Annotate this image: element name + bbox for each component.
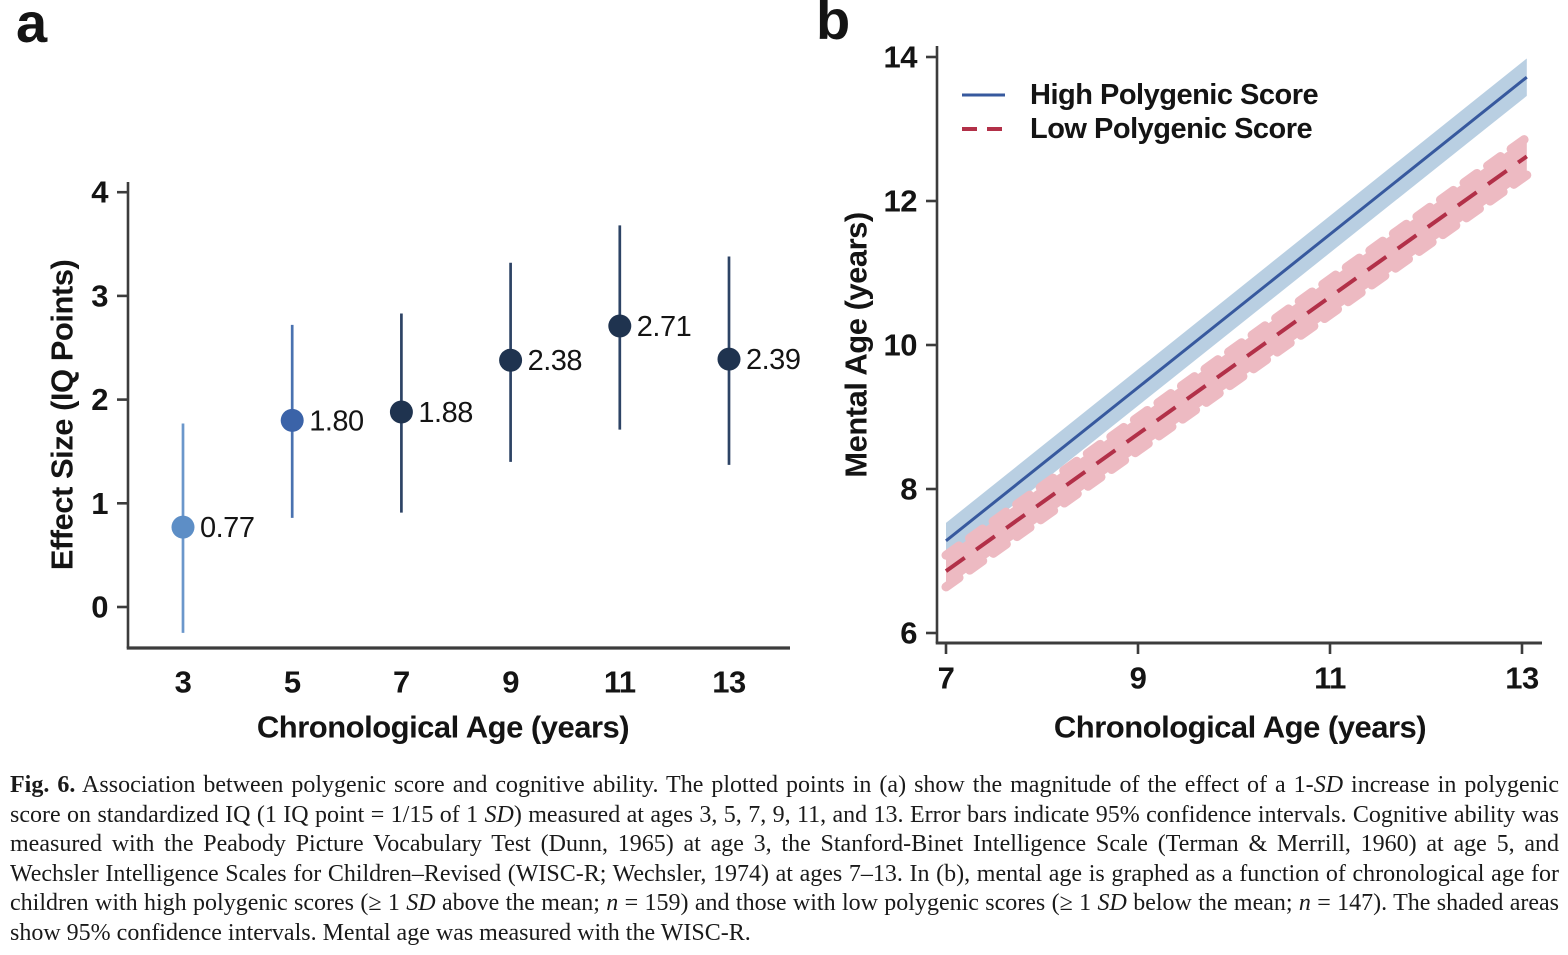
caption-segment: SD (1097, 890, 1127, 916)
series-line (945, 75, 1528, 543)
legend-label: High Polygenic Score (1030, 79, 1318, 111)
panel-b-x-tick-label: 11 (1314, 661, 1346, 696)
panel-b-x-tick-label: 13 (1505, 661, 1539, 696)
panel-b-y-tick-label: 12 (884, 184, 917, 219)
caption-segment: SD (484, 801, 514, 828)
panel-a-x-tick-label: 5 (284, 665, 301, 700)
panel-b-y-tick-label: 8 (900, 472, 917, 507)
data-point (171, 515, 195, 539)
data-point (608, 314, 632, 338)
confidence-band-edge (941, 133, 1532, 560)
panel-b-y-axis-title: Mental Age (years) (839, 212, 874, 478)
panel-a-x-tick-label: 3 (175, 665, 192, 700)
caption-segment: = 159) and those with low polygenic scor… (618, 890, 1098, 916)
data-point (499, 348, 523, 372)
data-point (389, 400, 413, 424)
panel-a-y-tick-label: 1 (91, 486, 108, 521)
figure-6: a b 0 1 2 3 4 3 5 7 9 11 13 Effect Size (IQ Points)… (16, 0, 1542, 745)
panel-b-x-tick-label: 7 (938, 661, 955, 696)
panel-b-y-tick-label: 10 (884, 328, 917, 363)
panel-a-x-tick-label: 7 (393, 665, 410, 700)
panel-a-y-tick-label: 2 (91, 382, 108, 417)
panel-a-x-tick-label: 9 (502, 665, 519, 700)
data-point-label: 2.38 (528, 345, 582, 377)
data-point-label: 1.80 (309, 405, 363, 437)
data-point (280, 408, 304, 432)
caption-segment: n (606, 890, 619, 916)
data-point-label: 2.71 (637, 311, 691, 343)
caption-segment: Association between polygenic score and … (75, 772, 1314, 798)
panel-a-x-tick-label: 11 (604, 665, 636, 700)
data-point (717, 347, 741, 371)
panel-a-y-tick-label: 0 (91, 590, 108, 625)
panel-a-y-tick-label: 3 (91, 278, 108, 313)
panel-b-chart: 6 8 10 12 14 7 9 11 13 Mental Age (years) Chronolo… (839, 40, 1542, 745)
caption-segment: ) measured at ages 3, 5, 7, 9, 11, and 1… (10, 801, 1559, 917)
caption-segment: below the mean; (1126, 890, 1299, 916)
panel-a-y-axis-title: Effect Size (IQ Points) (45, 260, 80, 571)
caption-segment: SD (1313, 772, 1344, 798)
panel-b-x-tick-label: 9 (1130, 661, 1147, 696)
panel-b-y-tick-label: 6 (900, 616, 917, 651)
data-point-label: 1.88 (418, 397, 472, 429)
panel-a-x-tick-label: 13 (712, 665, 746, 700)
panel-b-y-tick-label: 14 (884, 40, 919, 75)
caption-segment: SD (406, 890, 436, 916)
caption-segment: Fig. 6. (10, 772, 76, 798)
series-line (944, 154, 1528, 573)
legend-label: Low Polygenic Score (1030, 113, 1313, 145)
caption-segment: n (1298, 890, 1311, 916)
figure-caption: Fig. 6. Association between polygenic sc… (10, 771, 1559, 948)
panel-b-label: b (816, 0, 850, 51)
caption-segment: increase in polygenic score on standardi… (10, 772, 1560, 828)
confidence-band (946, 137, 1527, 587)
panel-a-y-tick-label: 4 (91, 175, 109, 210)
caption-segment: above the mean; (435, 890, 607, 916)
data-point-label: 2.39 (746, 344, 800, 376)
caption-segment: = 147). The shaded areas show 95% confid… (10, 890, 1560, 946)
panel-a-x-axis-title: Chronological Age (years) (257, 710, 629, 745)
panel-a-label: a (16, 0, 48, 54)
panel-a-chart: 0 1 2 3 4 3 5 7 9 11 13 Effect Size (IQ Points) Chro… (45, 175, 801, 745)
data-point-label: 0.77 (200, 512, 254, 544)
confidence-band-edge (941, 170, 1532, 592)
panel-b-x-axis-title: Chronological Age (years) (1054, 710, 1426, 745)
